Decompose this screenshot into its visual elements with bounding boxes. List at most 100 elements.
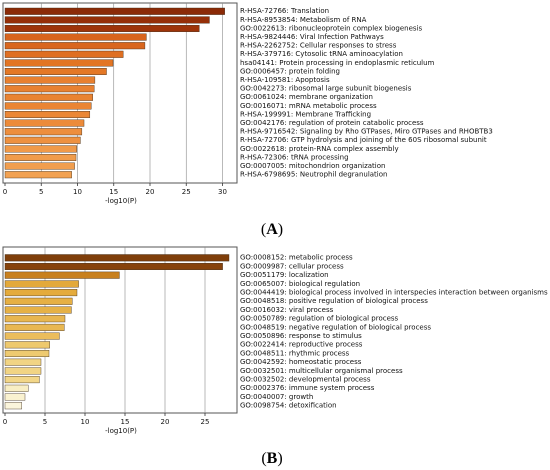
bar xyxy=(4,384,29,392)
bar xyxy=(4,350,50,358)
category-label: R-HSA-6798695: Neutrophil degranulation xyxy=(240,171,387,179)
x-tick-label: 5 xyxy=(39,188,43,196)
category-label: GO:0050789: regulation of biological pro… xyxy=(240,315,399,323)
bar xyxy=(4,93,93,101)
category-label: GO:0042592: homeostatic process xyxy=(240,358,362,366)
category-label: GO:0016071: mRNA metabolic process xyxy=(240,102,377,110)
bar xyxy=(4,42,146,50)
category-label: GO:0044419: biological process involved … xyxy=(240,289,548,297)
bar xyxy=(4,25,200,33)
category-label: GO:0051179: localization xyxy=(240,271,329,279)
category-label: GO:0061024: membrane organization xyxy=(240,93,373,101)
bar xyxy=(4,50,124,58)
category-label: GO:0016032: viral process xyxy=(240,306,334,314)
category-label: R-HSA-199991: Membrane Trafficking xyxy=(240,110,371,118)
panel-a-caption-close: ) xyxy=(278,221,283,238)
category-label: R-HSA-9824446: Viral Infection Pathways xyxy=(240,33,384,41)
category-label: GO:0006457: protein folding xyxy=(240,67,340,75)
category-label: GO:0032501: multicellular organismal pro… xyxy=(240,367,403,375)
bar xyxy=(4,102,92,110)
panel-a-caption-letter: A xyxy=(266,221,278,238)
bar xyxy=(4,376,40,384)
bar xyxy=(4,110,91,118)
panel-a-caption-open: ( xyxy=(261,221,266,238)
panel-b-caption: (B) xyxy=(261,450,282,467)
category-label: GO:0007005: mitochondrion organization xyxy=(240,162,385,170)
category-label: GO:0009987: cellular process xyxy=(240,262,344,270)
x-tick-label: 10 xyxy=(81,418,90,426)
bar xyxy=(4,67,107,75)
category-label: R-HSA-379716: Cytosolic tRNA aminoacylat… xyxy=(240,50,403,58)
category-label: R-HSA-72766: Translation xyxy=(240,7,329,15)
category-label: R-HSA-72706: GTP hydrolysis and joining … xyxy=(240,136,487,144)
panel-a-caption: (A) xyxy=(261,221,283,238)
x-tick-label: 20 xyxy=(146,188,155,196)
category-label: GO:0048519: negative regulation of biolo… xyxy=(240,323,431,331)
category-label: GO:0022613: ribonucleoprotein complex bi… xyxy=(240,24,422,32)
x-tick-label: 20 xyxy=(161,418,170,426)
panel-b-caption-close: ) xyxy=(277,450,282,467)
bar xyxy=(4,128,83,136)
category-label: hsa04141: Protein processing in endoplas… xyxy=(240,59,435,67)
bar xyxy=(4,153,77,161)
panel-b-caption-open: ( xyxy=(261,450,266,467)
bar xyxy=(4,16,210,24)
bar xyxy=(4,271,120,279)
bar xyxy=(4,33,147,41)
x-tick-label: 30 xyxy=(218,188,227,196)
category-label: GO:0002376: immune system process xyxy=(240,384,375,392)
bar xyxy=(4,280,79,288)
bar xyxy=(4,7,225,15)
bar xyxy=(4,341,50,349)
category-label: GO:0042273: ribosomal large subunit biog… xyxy=(240,85,412,93)
bar xyxy=(4,136,81,144)
category-label: GO:0048518: positive regulation of biolo… xyxy=(240,297,428,305)
bar xyxy=(4,306,72,314)
category-label: GO:0042176: regulation of protein catabo… xyxy=(240,119,424,127)
category-label: R-HSA-72306: tRNA processing xyxy=(240,153,349,161)
category-label: GO:0040007: growth xyxy=(240,393,313,401)
category-label: GO:0008152: metabolic process xyxy=(240,254,353,262)
panel-a-chart: 0 5 10 15 20 25 30R-HSA-72766: TranslationR-HS… xyxy=(2,2,493,205)
bar xyxy=(4,315,66,323)
category-label: GO:0022618: protein-RNA complex assembly xyxy=(240,145,399,153)
x-tick-label: 0 xyxy=(3,418,7,426)
category-label: GO:0050896: response to stimulus xyxy=(240,332,362,340)
panel-b-caption-letter: B xyxy=(267,450,278,467)
x-axis-label: -log10(P) xyxy=(105,427,137,435)
x-axis-label: -log10(P) xyxy=(105,197,137,205)
bar xyxy=(4,59,114,67)
category-label: GO:0065007: biological regulation xyxy=(240,280,360,288)
bar xyxy=(4,145,77,153)
bar xyxy=(4,162,75,170)
category-label: R-HSA-2262752: Cellular responses to str… xyxy=(240,42,397,50)
bar xyxy=(4,85,95,93)
bar xyxy=(4,263,223,271)
bar xyxy=(4,393,26,401)
x-tick-label: 15 xyxy=(121,418,130,426)
plot-frame xyxy=(2,2,238,184)
x-tick-label: 25 xyxy=(201,418,210,426)
category-label: R-HSA-8953854: Metabolism of RNA xyxy=(240,16,367,24)
category-label: R-HSA-109581: Apoptosis xyxy=(240,76,330,84)
category-label: R-HSA-9716542: Signaling by Rho GTPases,… xyxy=(240,128,493,136)
bar xyxy=(4,332,60,340)
bar xyxy=(4,367,42,375)
bar xyxy=(4,171,72,179)
category-label: GO:0098754: detoxification xyxy=(240,402,337,410)
x-tick-label: 15 xyxy=(109,188,118,196)
x-tick-label: 10 xyxy=(73,188,82,196)
category-label: GO:0032502: developmental process xyxy=(240,376,371,384)
bar xyxy=(4,402,22,410)
bar xyxy=(4,358,42,366)
bar xyxy=(4,297,73,305)
bar xyxy=(4,254,230,262)
x-tick-label: 5 xyxy=(43,418,47,426)
bar xyxy=(4,76,96,84)
bar xyxy=(4,119,85,127)
category-label: GO:0048511: rhythmic process xyxy=(240,349,350,357)
bar xyxy=(4,289,78,297)
x-tick-label: 25 xyxy=(182,188,191,196)
